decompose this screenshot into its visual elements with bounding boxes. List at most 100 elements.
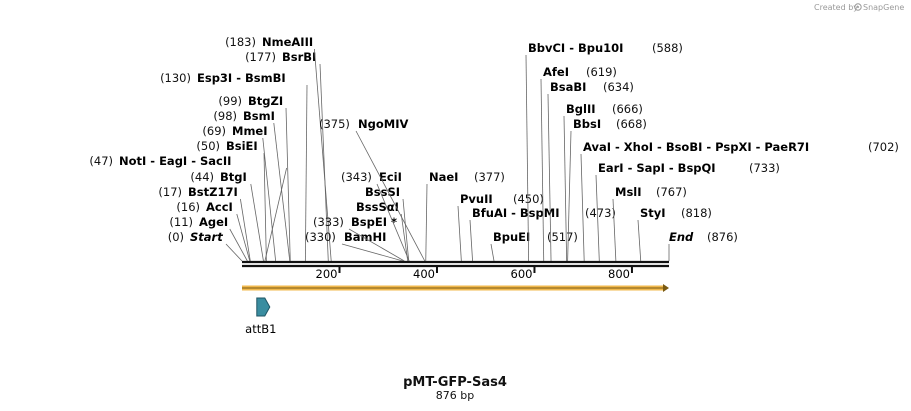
site-name[interactable]: EarI - SapI - BspQI xyxy=(598,161,716,175)
site-bpuei[interactable]: BpuEI (517) xyxy=(490,230,578,262)
site-position: (668) xyxy=(616,117,647,131)
site-pvuii[interactable]: PvuII (450) xyxy=(457,192,544,262)
site-avai[interactable]: AvaI - XhoI - BsoBI - PspXI - PaeR7I (702… xyxy=(580,140,899,262)
site-name[interactable]: NgoMIV xyxy=(358,117,408,131)
site-connector xyxy=(400,213,409,262)
site-connector xyxy=(229,228,248,262)
site-mmei[interactable]: MmeI (69) xyxy=(202,124,277,262)
site-end[interactable]: End (876) xyxy=(668,230,738,261)
site-acci[interactable]: AccI (16) xyxy=(176,200,251,262)
site-name[interactable]: EciI xyxy=(379,170,402,184)
site-position: (69) xyxy=(202,124,226,138)
site-bsmi[interactable]: BsmI (98) xyxy=(213,109,291,262)
site-bsabi[interactable]: BsaBI (634) xyxy=(547,80,634,262)
site-styi[interactable]: StyI (818) xyxy=(637,206,712,262)
site-connector xyxy=(250,183,264,262)
site-position: (44) xyxy=(190,170,214,184)
site-position: (588) xyxy=(652,41,683,55)
site-connector xyxy=(425,183,428,262)
snapgene-logo-icon xyxy=(854,3,862,11)
site-name[interactable]: Esp3I - BsmBI xyxy=(197,71,286,85)
site-nmeaiii[interactable]: NmeAIII (183) xyxy=(225,35,332,262)
site-afei[interactable]: AfeI (619) xyxy=(540,65,617,262)
site-connector xyxy=(540,78,545,262)
feature-attb1-arrow[interactable] xyxy=(256,297,271,317)
site-eari[interactable]: EarI - SapI - BspQI (733) xyxy=(595,161,780,262)
site-position: (733) xyxy=(749,161,780,175)
site-bspei[interactable]: BspEI * (333) xyxy=(313,215,405,262)
site-name[interactable]: NmeAIII xyxy=(262,35,313,49)
site-name[interactable]: BglII xyxy=(566,102,596,116)
site-name[interactable]: BpuEI xyxy=(493,230,530,244)
site-bbvci[interactable]: BbvCI - Bpu10I (588) xyxy=(525,41,683,262)
ruler: 200 400 600 800 xyxy=(316,266,633,281)
site-position: (634) xyxy=(603,80,634,94)
site-position: (619) xyxy=(586,65,617,79)
site-name[interactable]: BsaBI xyxy=(550,80,586,94)
site-btgi[interactable]: BtgI (44) xyxy=(190,170,264,262)
site-connector xyxy=(341,243,403,262)
site-bsssi[interactable]: BssSI xyxy=(365,185,410,262)
feature-attb1-label[interactable]: attB1 xyxy=(245,322,276,336)
site-name[interactable]: BsmI xyxy=(243,109,275,123)
site-name[interactable]: BamHI xyxy=(344,230,386,244)
site-name[interactable]: BspEI * xyxy=(351,215,397,229)
site-name[interactable]: End xyxy=(669,230,694,244)
site-name[interactable]: MmeI xyxy=(232,124,268,138)
site-position: (130) xyxy=(160,71,191,85)
site-position: (343) xyxy=(341,170,372,184)
site-bamhi[interactable]: BamHI (330) xyxy=(305,230,403,262)
site-agei[interactable]: AgeI (11) xyxy=(169,215,248,262)
site-name[interactable]: BfuAI - BspMI xyxy=(472,206,559,220)
site-name[interactable]: BbvCI - Bpu10I xyxy=(528,41,623,55)
site-msli[interactable]: MslI (767) xyxy=(612,185,687,262)
site-bstz17i[interactable]: BstZ17I (17) xyxy=(158,185,251,262)
site-name[interactable]: BtgI xyxy=(220,170,247,184)
site-connector xyxy=(314,48,332,262)
site-name[interactable]: AgeI xyxy=(199,215,228,229)
site-ecii[interactable]: EciI (343) xyxy=(341,170,410,262)
site-name[interactable]: BstZ17I xyxy=(188,185,238,199)
site-name[interactable]: BsrBI xyxy=(282,50,316,64)
site-bsiei[interactable]: BsiEI (50) xyxy=(196,139,267,262)
site-name[interactable]: BssSI xyxy=(365,185,400,199)
site-name[interactable]: StyI xyxy=(640,206,666,220)
site-position: (0) xyxy=(168,230,184,244)
site-start[interactable]: Start (0) xyxy=(168,230,243,262)
site-naei[interactable]: NaeI (377) xyxy=(425,170,505,262)
site-bsrbi[interactable]: BsrBI (177) xyxy=(245,50,329,262)
site-bbsi[interactable]: BbsI (668) xyxy=(567,117,647,262)
site-name[interactable]: BssSαI xyxy=(356,200,399,214)
site-position: (50) xyxy=(196,139,220,153)
credit-brand[interactable]: SnapGene xyxy=(863,3,904,12)
site-name[interactable]: BsiEI xyxy=(226,139,258,153)
site-name[interactable]: AvaI - XhoI - BsoBI - PspXI - PaeR7I xyxy=(583,140,809,154)
site-position: (375) xyxy=(319,117,350,131)
site-noti[interactable]: NotI - EagI - SacII (47) xyxy=(89,154,287,262)
site-connector xyxy=(240,198,251,262)
site-name[interactable]: NaeI xyxy=(429,170,458,184)
site-btgzi[interactable]: BtgZI (99) xyxy=(218,94,291,262)
site-ngomiv[interactable]: NgoMIV (375) xyxy=(319,117,426,262)
feature-bar[interactable] xyxy=(242,284,669,292)
site-name[interactable]: Start xyxy=(190,230,223,244)
site-name[interactable]: AccI xyxy=(206,200,233,214)
restriction-sites: Start (0) AgeI (11) AccI (16)BstZ17I (17) BtgI (… xyxy=(89,35,899,262)
site-connector xyxy=(348,228,405,262)
site-name[interactable]: BtgZI xyxy=(248,94,283,108)
site-position: (17) xyxy=(158,185,182,199)
site-connector xyxy=(490,243,495,262)
site-name[interactable]: MslI xyxy=(615,185,642,199)
site-esp3i[interactable]: Esp3I - BsmBI (130) xyxy=(160,71,308,262)
site-position: (450) xyxy=(513,192,544,206)
site-bglii[interactable]: BglII (666) xyxy=(563,102,643,262)
sequence-backbone xyxy=(242,260,669,268)
site-name[interactable]: PvuII xyxy=(460,192,493,206)
site-position: (876) xyxy=(707,230,738,244)
site-connector xyxy=(236,213,251,262)
site-name[interactable]: NotI - EagI - SacII xyxy=(119,154,231,168)
site-bfuai[interactable]: BfuAI - BspMI (473) xyxy=(469,206,616,262)
site-name[interactable]: BbsI xyxy=(573,117,601,131)
site-name[interactable]: AfeI xyxy=(543,65,569,79)
